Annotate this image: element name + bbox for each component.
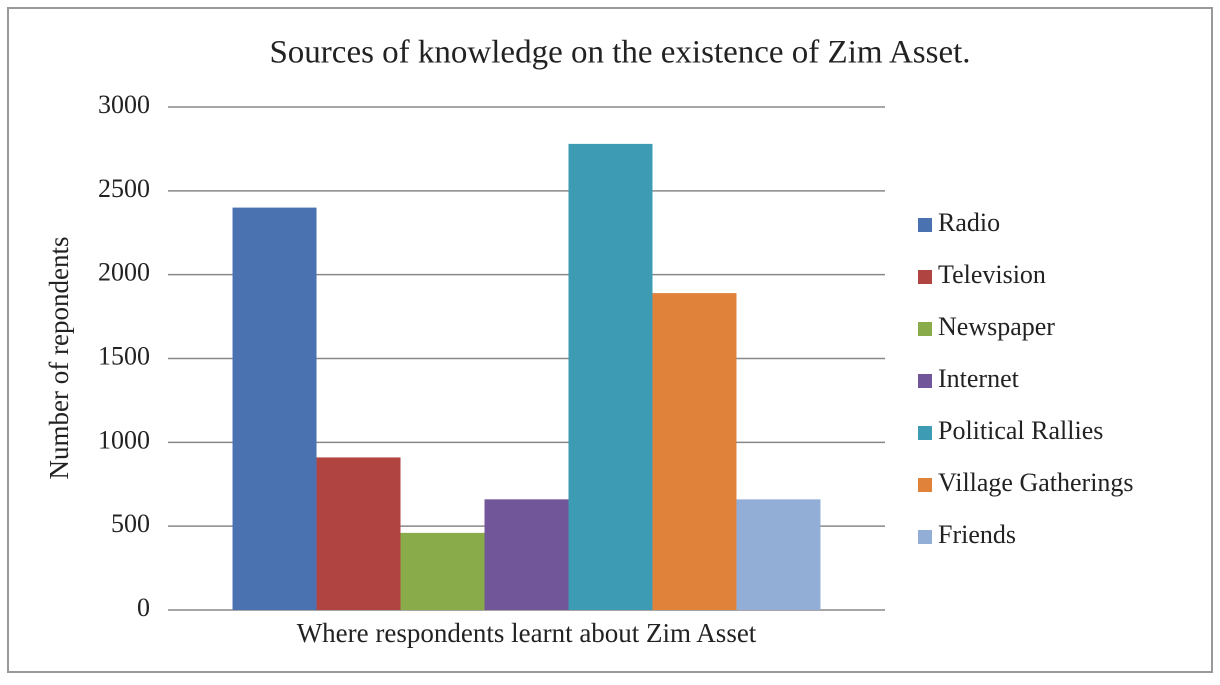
y-tick-label: 2500 bbox=[98, 174, 150, 203]
y-tick-label: 2000 bbox=[98, 258, 150, 287]
legend-swatch bbox=[918, 478, 932, 492]
chart-title: Sources of knowledge on the existence of… bbox=[269, 35, 970, 71]
legend-swatch bbox=[918, 218, 932, 232]
legend-swatch bbox=[918, 426, 932, 440]
legend-label: Political Rallies bbox=[938, 416, 1103, 445]
y-tick-label: 500 bbox=[111, 509, 150, 538]
x-tick-label: Where respondents learnt about Zim Asset bbox=[297, 618, 757, 648]
legend-label: Internet bbox=[938, 364, 1020, 393]
bar bbox=[316, 457, 401, 610]
bar bbox=[484, 499, 569, 610]
y-tick-label: 3000 bbox=[98, 90, 150, 119]
y-tick-label: 1000 bbox=[98, 425, 150, 454]
y-tick-label: 0 bbox=[137, 593, 150, 622]
legend-label: Village Gatherings bbox=[938, 468, 1134, 497]
legend-swatch bbox=[918, 530, 932, 544]
bar bbox=[400, 532, 485, 610]
legend-swatch bbox=[918, 374, 932, 388]
y-tick-label: 1500 bbox=[98, 341, 150, 370]
legend-swatch bbox=[918, 322, 932, 336]
bar bbox=[568, 143, 653, 611]
legend-label: Newspaper bbox=[938, 312, 1055, 341]
legend-label: Radio bbox=[938, 208, 1000, 237]
bar bbox=[652, 293, 737, 610]
bar bbox=[736, 499, 821, 610]
legend-swatch bbox=[918, 270, 932, 284]
legend-label: Friends bbox=[938, 520, 1016, 549]
y-axis-title: Number of repondents bbox=[44, 237, 74, 480]
bar bbox=[232, 207, 317, 610]
legend-label: Television bbox=[938, 260, 1046, 289]
